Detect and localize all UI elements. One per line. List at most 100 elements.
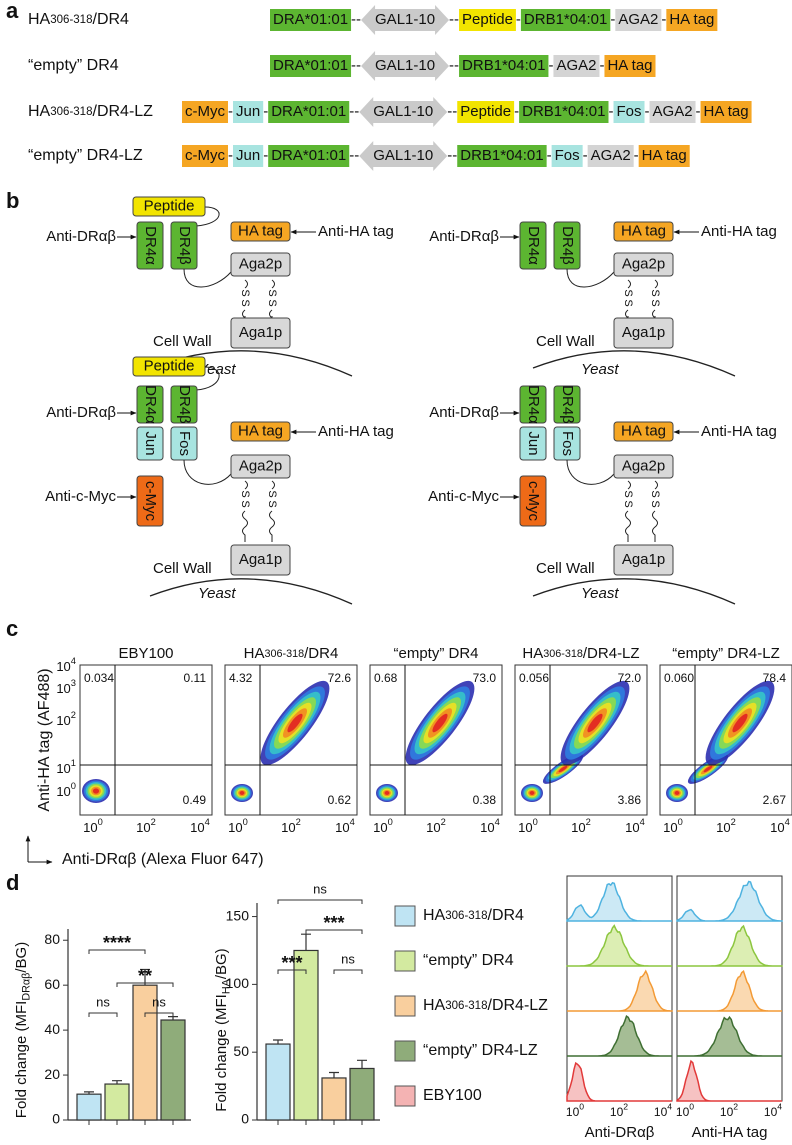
construct-part: - xyxy=(661,11,666,28)
construct-part: - xyxy=(228,103,233,120)
density xyxy=(703,765,713,773)
text-part: 10 xyxy=(83,820,97,835)
disulfide-label: S xyxy=(649,289,661,296)
plot-title: HA306-318/DR4-LZ xyxy=(522,645,639,662)
y-tick-label: 0 xyxy=(52,1111,60,1127)
construct-part: GAL1-10 xyxy=(375,11,435,28)
construct-box xyxy=(587,145,634,167)
construct-box xyxy=(604,55,656,77)
construct-box xyxy=(233,145,264,167)
text-part: Fold change (MFI xyxy=(13,1001,30,1119)
density xyxy=(558,765,568,773)
construct-part: GAL1-10 xyxy=(373,147,433,164)
significance-bracket xyxy=(333,969,363,974)
significance-bracket xyxy=(116,982,174,987)
x-tick-label: 100 xyxy=(83,818,103,836)
x-tick-label: 100 xyxy=(676,1102,694,1119)
text-part: 4 xyxy=(350,818,355,828)
construct-part: Jun xyxy=(236,147,260,164)
construct-box xyxy=(270,55,352,77)
text-part: 10 xyxy=(770,820,784,835)
antibody-label: Anti-c-Myc xyxy=(428,488,499,505)
y-tick-label: 100 xyxy=(226,975,250,991)
construct-box xyxy=(551,145,583,167)
x-tick-label: 102 xyxy=(610,1102,628,1119)
significance-bracket xyxy=(88,949,146,954)
text-part: 306-318 xyxy=(445,1000,487,1012)
text-part: 4 xyxy=(785,818,790,828)
ha-tag-box-label: HA tag xyxy=(238,422,283,439)
density xyxy=(239,791,245,795)
construct-box xyxy=(666,9,718,31)
construct-part: DRA*01:01 xyxy=(271,147,346,164)
text-part: /DR4 xyxy=(488,907,525,924)
text-part: 4 xyxy=(71,657,76,667)
construct-box xyxy=(638,145,690,167)
text-part: 1 xyxy=(71,759,76,769)
aga2p-box-label: Aga2p xyxy=(622,255,665,272)
histogram xyxy=(566,1061,672,1102)
x-tick-label: 102 xyxy=(426,818,446,836)
construct-part: HA tag xyxy=(704,103,749,120)
aga1p-box xyxy=(230,317,291,349)
bar xyxy=(349,1067,375,1121)
beta-chain xyxy=(170,385,198,424)
legend-swatch xyxy=(394,1040,416,1062)
disulfide-label: S xyxy=(622,500,634,507)
text-part: 10 xyxy=(676,1105,690,1119)
disulfide-label: S xyxy=(266,289,278,296)
axis-title: Anti-HA tag xyxy=(692,1124,768,1141)
histogram xyxy=(567,969,673,1012)
text-part: 10 xyxy=(480,820,494,835)
density xyxy=(732,713,748,733)
y-tick-label: 101 xyxy=(56,759,76,777)
linker xyxy=(195,366,220,391)
linker xyxy=(566,459,615,485)
text-part: Fold change (MFI xyxy=(213,994,230,1112)
text-part: 2 xyxy=(441,818,446,828)
density xyxy=(674,791,680,795)
construct-name: “empty” DR4-LZ xyxy=(28,147,143,164)
text-part: 0 xyxy=(579,1102,584,1112)
text-part: HA xyxy=(28,11,51,28)
histogram xyxy=(677,924,783,967)
construct-part: - xyxy=(634,147,639,164)
disulfide-bond xyxy=(652,480,658,542)
quadrant-value: 3.86 xyxy=(618,793,642,807)
ha-tag-box xyxy=(613,421,674,442)
histogram xyxy=(676,880,783,922)
construct-part: - xyxy=(696,103,701,120)
text-part: /DR4-LZ xyxy=(488,997,549,1014)
panel-letter: a xyxy=(6,0,19,23)
text-part: 10 xyxy=(654,1105,668,1119)
construct-part: - xyxy=(548,57,553,74)
text-part: 306-318 xyxy=(50,106,92,118)
text-part: 10 xyxy=(56,713,70,728)
beta-chain-label: DR4β xyxy=(559,385,576,424)
bar xyxy=(104,1083,130,1121)
y-tick-label: 103 xyxy=(56,679,76,697)
text-part: HA xyxy=(244,645,265,662)
y-tick-label: 20 xyxy=(44,1066,60,1082)
x-tick-label: 100 xyxy=(663,818,683,836)
antibody-label: Anti-HA tag xyxy=(701,423,777,440)
aga2p-box-label: Aga2p xyxy=(622,457,665,474)
quadrant-value: 0.38 xyxy=(473,793,497,807)
disulfide-bond xyxy=(269,480,275,542)
peptide-box-label: Peptide xyxy=(144,357,195,374)
text-part: /DR4-LZ xyxy=(93,103,154,120)
construct-part: - xyxy=(514,103,519,120)
beta-chain xyxy=(553,385,581,424)
legend-swatch xyxy=(394,950,416,972)
construct-part: HA tag xyxy=(607,57,652,74)
construct-part: - xyxy=(263,147,268,164)
construct-part: DRB1*04:01 xyxy=(524,11,607,28)
text-part: 10 xyxy=(518,820,532,835)
x-tick-label: 100 xyxy=(373,818,393,836)
significance-label: ** xyxy=(138,966,152,986)
y-tick-label: 104 xyxy=(56,657,76,675)
construct-part: Peptide xyxy=(462,11,513,28)
x-tick-label: 104 xyxy=(625,818,645,836)
text-part: 0 xyxy=(98,818,103,828)
beta-chain-label: DR4β xyxy=(176,385,193,424)
